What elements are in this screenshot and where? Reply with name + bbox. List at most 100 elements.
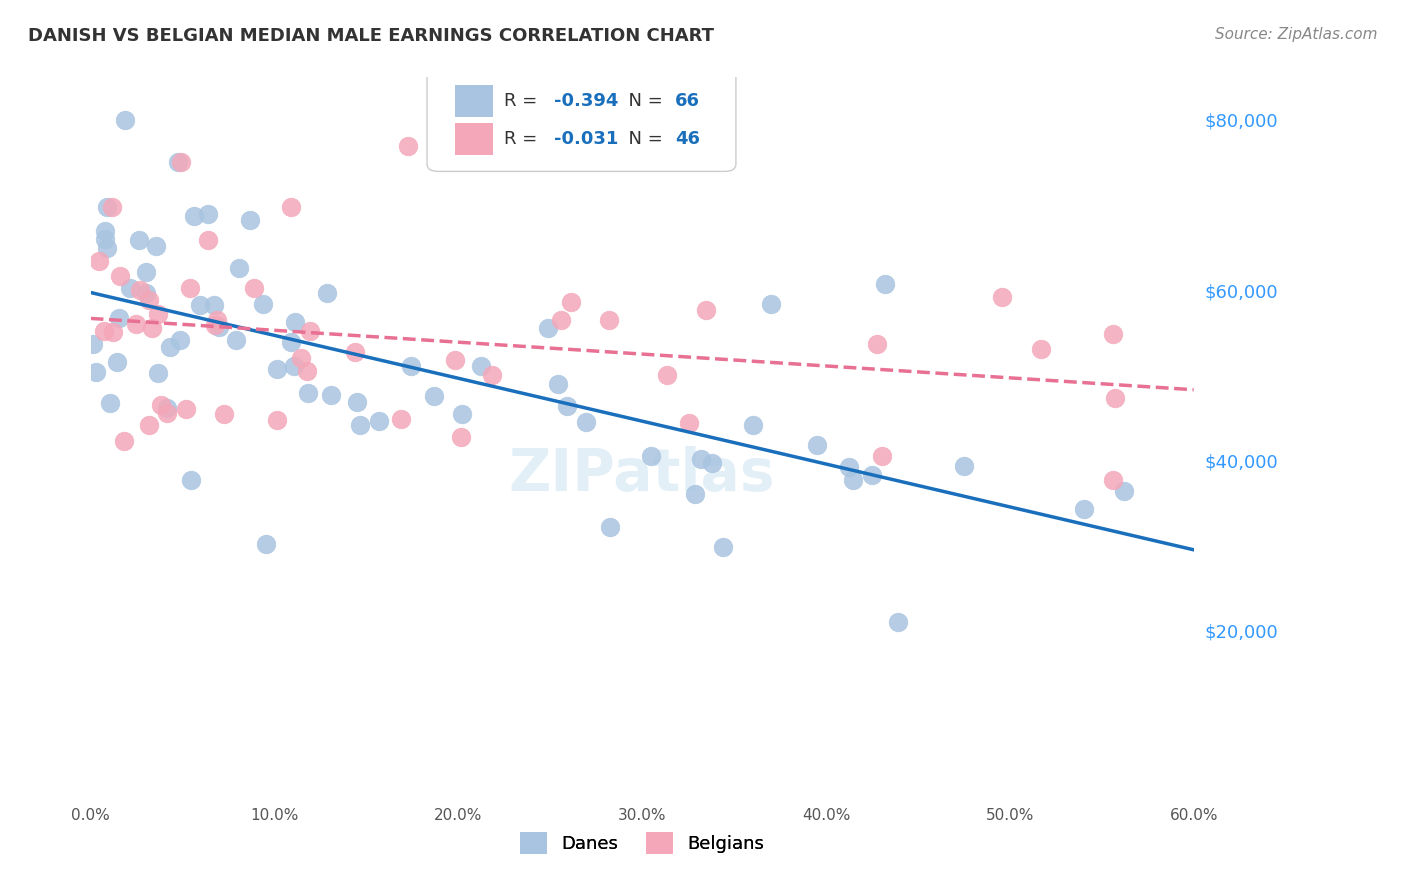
Point bbox=[423, 389, 446, 403]
Point bbox=[120, 280, 142, 294]
Text: ZIPatlas: ZIPatlas bbox=[509, 446, 776, 503]
Point bbox=[179, 281, 201, 295]
Point bbox=[114, 112, 136, 127]
Point bbox=[96, 241, 118, 255]
Point bbox=[170, 155, 193, 169]
Text: N =: N = bbox=[617, 92, 668, 110]
Point bbox=[547, 377, 569, 392]
Point bbox=[396, 138, 419, 153]
Point bbox=[87, 254, 110, 268]
Point bbox=[183, 209, 205, 223]
Point bbox=[560, 294, 582, 309]
Point bbox=[346, 395, 368, 409]
Point bbox=[169, 333, 191, 347]
Point bbox=[842, 474, 865, 488]
Point bbox=[297, 385, 319, 400]
Point bbox=[870, 449, 893, 463]
Point bbox=[700, 456, 723, 470]
Point bbox=[860, 468, 883, 483]
Point bbox=[695, 303, 717, 318]
Point bbox=[128, 233, 150, 247]
Point bbox=[159, 340, 181, 354]
Point bbox=[321, 388, 343, 402]
Text: DANISH VS BELGIAN MEDIAN MALE EARNINGS CORRELATION CHART: DANISH VS BELGIAN MEDIAN MALE EARNINGS C… bbox=[28, 27, 714, 45]
Point bbox=[112, 434, 135, 449]
Point bbox=[138, 293, 160, 307]
Bar bbox=[454, 85, 494, 117]
Point bbox=[599, 520, 621, 534]
Point bbox=[990, 290, 1012, 304]
Point bbox=[887, 615, 910, 629]
Point bbox=[242, 281, 264, 295]
Text: -0.394: -0.394 bbox=[554, 92, 619, 110]
Point bbox=[167, 155, 190, 169]
Point bbox=[124, 317, 146, 331]
Point bbox=[180, 473, 202, 487]
Point bbox=[228, 260, 250, 275]
Point bbox=[141, 321, 163, 335]
Bar bbox=[454, 123, 494, 155]
Point bbox=[537, 321, 560, 335]
Legend: Danes, Belgians: Danes, Belgians bbox=[512, 823, 773, 863]
Point bbox=[252, 296, 274, 310]
Point bbox=[149, 398, 172, 412]
Point bbox=[146, 366, 169, 380]
Point bbox=[640, 449, 662, 463]
Point bbox=[1112, 484, 1135, 499]
Point bbox=[550, 313, 572, 327]
Text: R =: R = bbox=[505, 92, 543, 110]
Point bbox=[98, 395, 121, 409]
Point bbox=[145, 239, 167, 253]
Point bbox=[156, 401, 179, 415]
Point bbox=[557, 399, 579, 413]
Point bbox=[283, 359, 305, 374]
Text: N =: N = bbox=[617, 130, 668, 148]
Point bbox=[598, 313, 620, 327]
Point bbox=[952, 458, 974, 473]
Point bbox=[806, 438, 828, 452]
Point bbox=[101, 325, 124, 339]
FancyBboxPatch shape bbox=[427, 63, 735, 171]
Point bbox=[689, 452, 711, 467]
Point bbox=[1029, 343, 1052, 357]
Point bbox=[280, 200, 302, 214]
Point bbox=[138, 417, 160, 432]
Point bbox=[135, 265, 157, 279]
Point bbox=[108, 269, 131, 284]
Point bbox=[135, 286, 157, 301]
Point bbox=[146, 307, 169, 321]
Point bbox=[711, 540, 734, 554]
Point bbox=[315, 286, 337, 301]
Point bbox=[202, 298, 225, 312]
Point bbox=[685, 487, 707, 501]
Point bbox=[444, 353, 467, 368]
Point bbox=[343, 345, 366, 359]
Point bbox=[84, 365, 107, 379]
Point bbox=[742, 418, 765, 433]
Point bbox=[284, 315, 307, 329]
Text: Source: ZipAtlas.com: Source: ZipAtlas.com bbox=[1215, 27, 1378, 42]
Point bbox=[82, 337, 104, 351]
Point bbox=[389, 411, 412, 425]
Text: -0.031: -0.031 bbox=[554, 130, 619, 148]
Point bbox=[174, 401, 197, 416]
Point bbox=[481, 368, 503, 383]
Point bbox=[93, 324, 115, 338]
Point bbox=[290, 351, 312, 366]
Point bbox=[866, 337, 889, 351]
Point bbox=[208, 320, 231, 334]
Point bbox=[678, 417, 700, 431]
Point bbox=[225, 333, 247, 347]
Point bbox=[254, 537, 277, 551]
Point bbox=[873, 277, 896, 291]
Point bbox=[197, 207, 219, 221]
Point bbox=[1102, 327, 1125, 342]
Point bbox=[349, 417, 371, 432]
Point bbox=[368, 414, 391, 428]
Point bbox=[101, 200, 124, 214]
Point bbox=[266, 413, 288, 427]
Point bbox=[575, 416, 598, 430]
Point bbox=[298, 325, 321, 339]
Point bbox=[94, 232, 117, 246]
Point bbox=[266, 361, 288, 376]
